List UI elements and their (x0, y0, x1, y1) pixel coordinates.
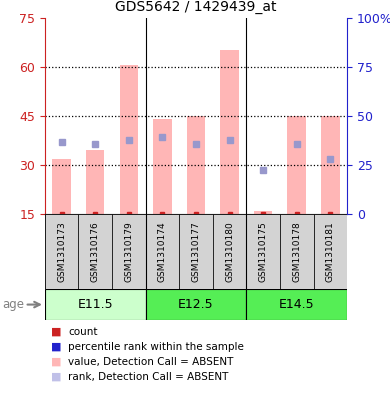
FancyBboxPatch shape (213, 214, 246, 289)
Bar (254, 211, 272, 214)
Bar (321, 116, 340, 214)
Text: rank, Detection Call = ABSENT: rank, Detection Call = ABSENT (68, 372, 229, 382)
FancyBboxPatch shape (145, 289, 246, 320)
Text: GSM1310181: GSM1310181 (326, 221, 335, 282)
Text: age: age (2, 298, 24, 311)
Text: E11.5: E11.5 (77, 298, 113, 311)
FancyBboxPatch shape (145, 214, 179, 289)
Bar (153, 119, 172, 214)
FancyBboxPatch shape (45, 289, 145, 320)
Title: GDS5642 / 1429439_at: GDS5642 / 1429439_at (115, 0, 277, 14)
FancyBboxPatch shape (246, 214, 280, 289)
FancyBboxPatch shape (314, 214, 347, 289)
Text: ■: ■ (51, 327, 61, 337)
FancyBboxPatch shape (280, 214, 314, 289)
Text: GSM1310180: GSM1310180 (225, 221, 234, 282)
Text: ■: ■ (51, 342, 61, 352)
Text: GSM1310179: GSM1310179 (124, 221, 133, 282)
Text: value, Detection Call = ABSENT: value, Detection Call = ABSENT (68, 357, 234, 367)
Bar (287, 116, 306, 214)
Text: ■: ■ (51, 357, 61, 367)
Text: GSM1310176: GSM1310176 (91, 221, 100, 282)
Text: E12.5: E12.5 (178, 298, 214, 311)
Text: percentile rank within the sample: percentile rank within the sample (68, 342, 244, 352)
Text: GSM1310177: GSM1310177 (191, 221, 200, 282)
FancyBboxPatch shape (45, 214, 347, 289)
FancyBboxPatch shape (246, 289, 347, 320)
Bar (52, 158, 71, 214)
Bar (86, 150, 105, 214)
FancyBboxPatch shape (45, 214, 78, 289)
Text: count: count (68, 327, 98, 337)
FancyBboxPatch shape (112, 214, 145, 289)
Bar (187, 116, 205, 214)
Text: GSM1310175: GSM1310175 (259, 221, 268, 282)
Text: GSM1310173: GSM1310173 (57, 221, 66, 282)
Text: ■: ■ (51, 372, 61, 382)
Text: GSM1310174: GSM1310174 (158, 221, 167, 282)
FancyBboxPatch shape (179, 214, 213, 289)
Text: GSM1310178: GSM1310178 (292, 221, 301, 282)
Text: E14.5: E14.5 (279, 298, 315, 311)
Bar (120, 65, 138, 214)
Bar (220, 50, 239, 214)
FancyBboxPatch shape (78, 214, 112, 289)
